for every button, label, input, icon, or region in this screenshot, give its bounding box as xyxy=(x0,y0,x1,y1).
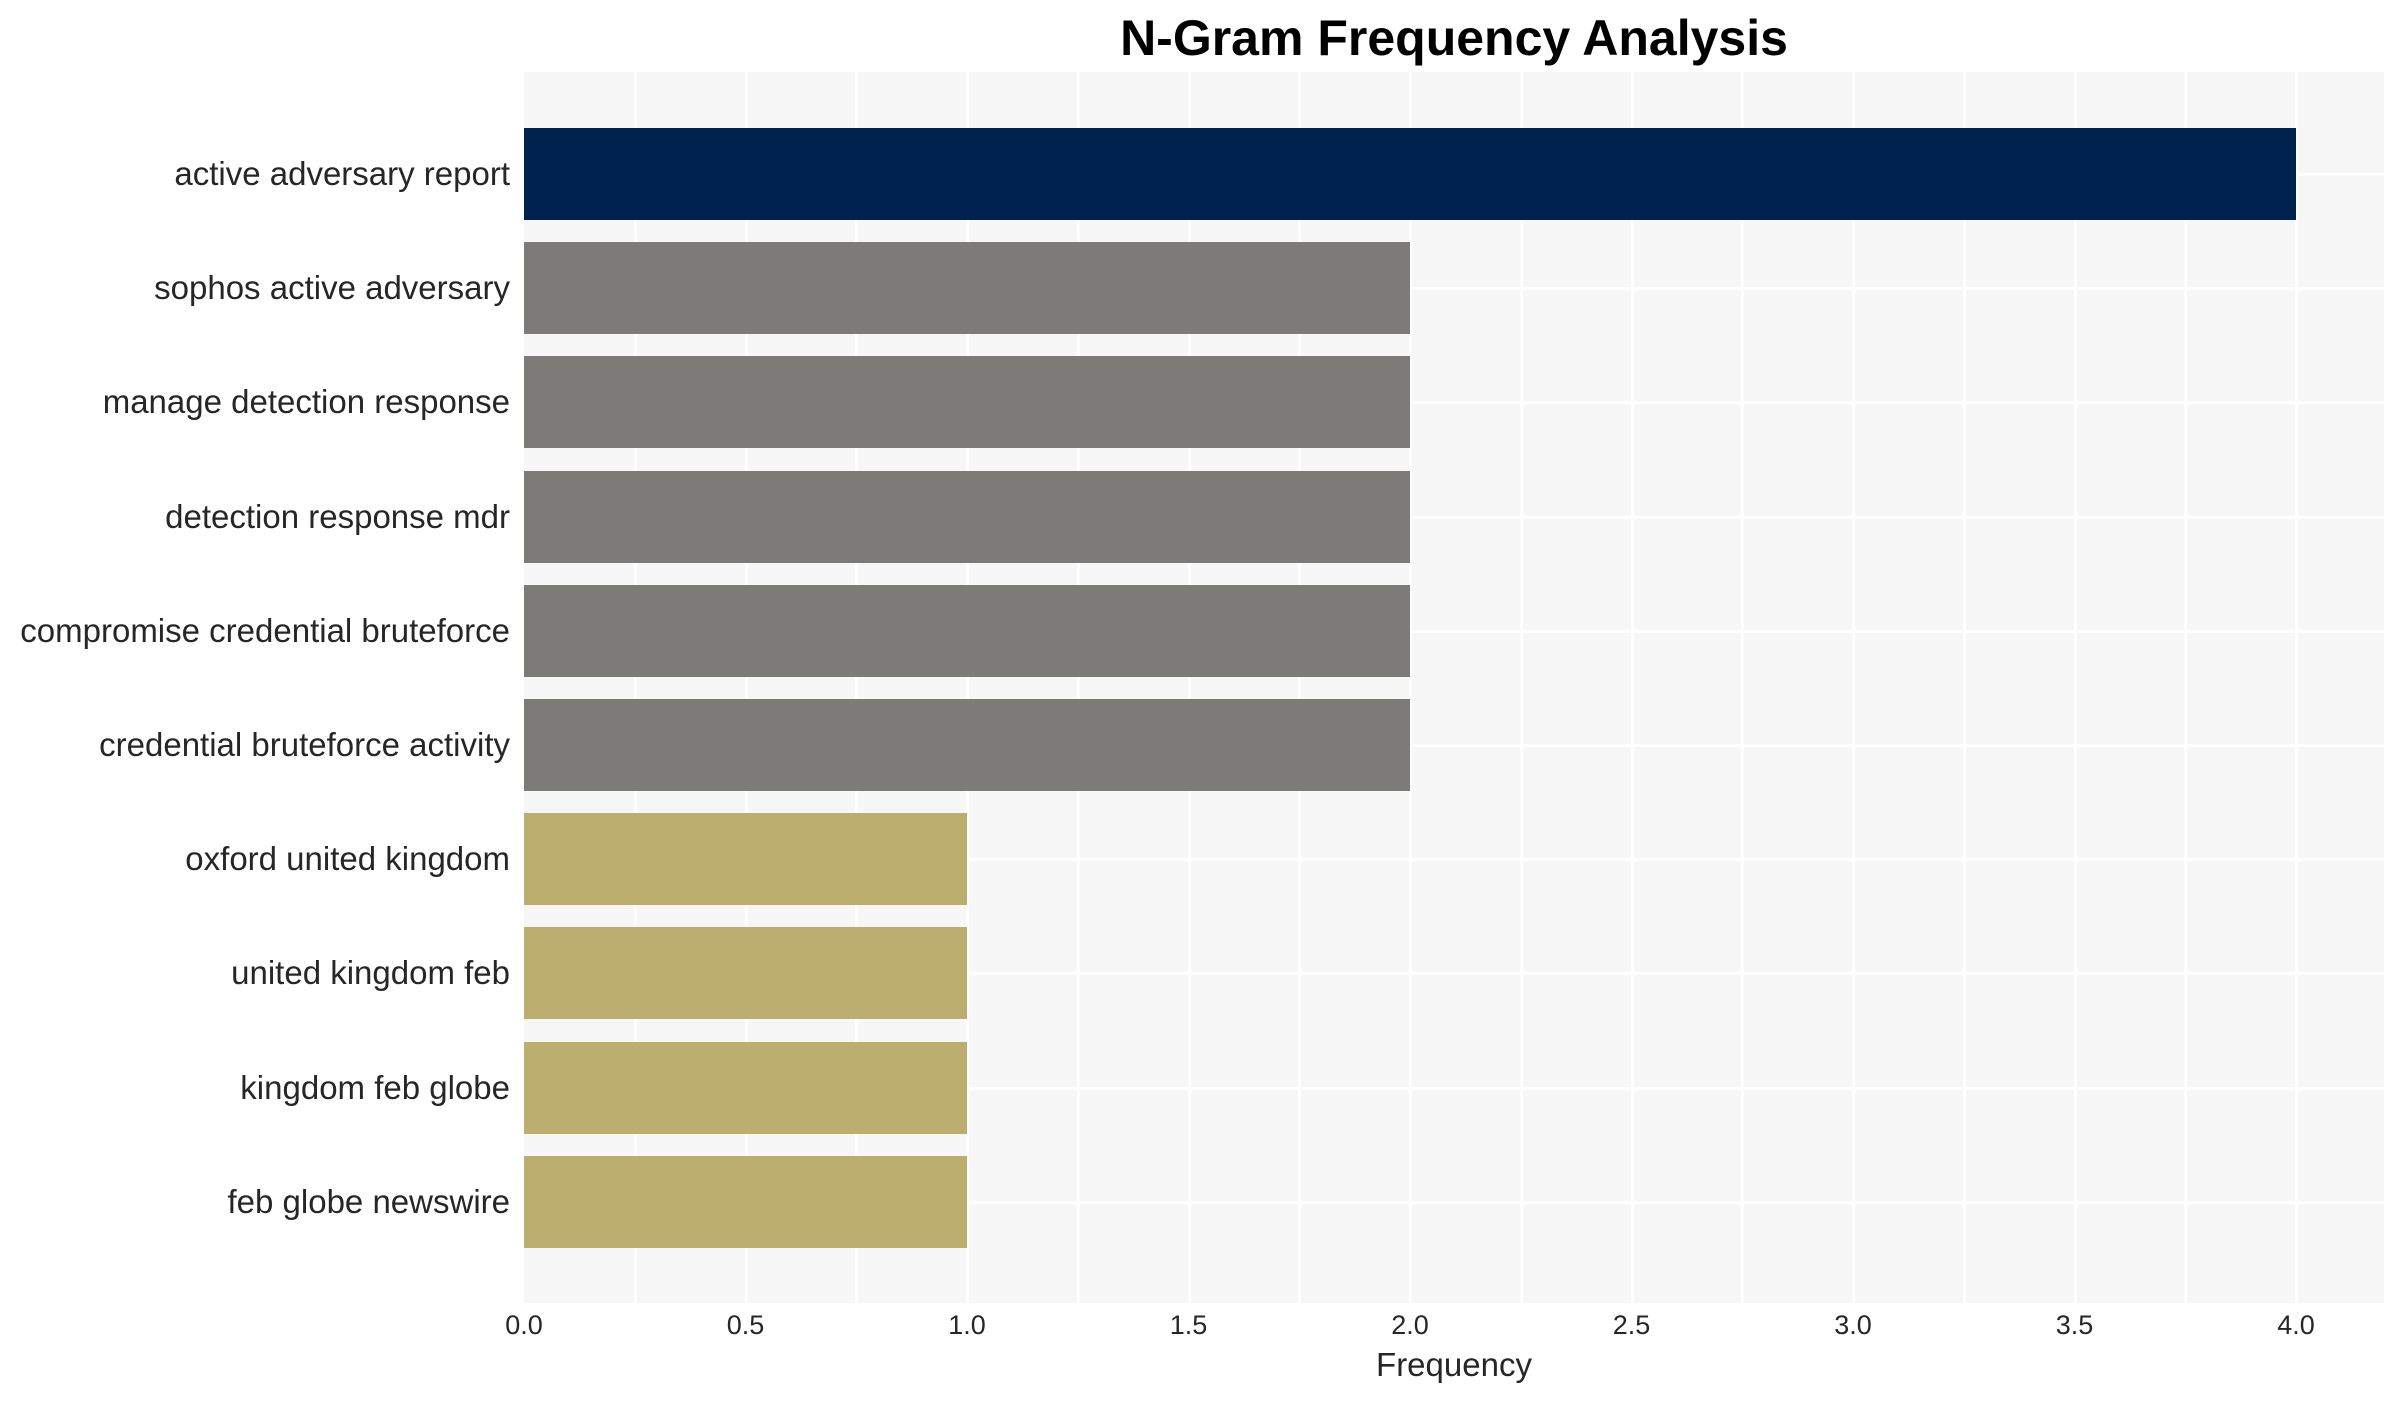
vertical-gridline xyxy=(2184,72,2188,1303)
vertical-gridline xyxy=(1187,72,1191,1303)
bar xyxy=(524,128,2296,220)
vertical-gridline xyxy=(1298,72,1302,1303)
x-tick-label: 4.0 xyxy=(2277,1310,2315,1340)
horizontal-gridline xyxy=(524,629,2384,633)
horizontal-gridline xyxy=(524,401,2384,405)
bar xyxy=(524,242,1410,335)
y-tick-label: detection response mdr xyxy=(165,497,510,535)
chart-title: N-Gram Frequency Analysis xyxy=(1120,10,1788,66)
bar xyxy=(524,1155,967,1248)
y-tick-label: kingdom feb globe xyxy=(240,1068,510,1106)
y-tick-label: active adversary report xyxy=(174,155,510,192)
vertical-gridline xyxy=(2295,72,2298,1303)
vertical-gridline xyxy=(1630,72,1634,1303)
vertical-gridline xyxy=(744,72,748,1303)
y-tick-label: sophos active adversary xyxy=(154,269,510,307)
horizontal-gridline xyxy=(524,287,2384,291)
bar xyxy=(524,699,1410,791)
x-tick-label: 2.5 xyxy=(1612,1310,1651,1340)
y-tick-label: oxford united kingdom xyxy=(185,840,510,878)
vertical-gridline xyxy=(2073,72,2077,1303)
bar xyxy=(524,813,967,906)
horizontal-gridline xyxy=(524,515,2384,519)
vertical-gridline xyxy=(633,72,637,1303)
bar xyxy=(524,470,1410,563)
x-tick-label: 2.0 xyxy=(1391,1310,1429,1340)
x-tick-label: 0.0 xyxy=(505,1310,543,1340)
vertical-gridline xyxy=(1962,72,1966,1303)
horizontal-gridline xyxy=(524,972,2384,976)
bar xyxy=(524,927,967,1020)
vertical-gridline xyxy=(1852,72,1855,1303)
bar xyxy=(524,1041,967,1134)
y-tick-label: united kingdom feb xyxy=(231,954,510,992)
vertical-gridline xyxy=(1519,72,1523,1303)
horizontal-gridline xyxy=(524,1086,2384,1090)
x-tick-label: 1.5 xyxy=(1169,1310,1208,1340)
bar xyxy=(524,356,1410,449)
horizontal-gridline xyxy=(524,1200,2384,1204)
horizontal-gridline xyxy=(524,744,2384,747)
x-axis-title: Frequency xyxy=(1376,1346,1532,1383)
vertical-gridline xyxy=(1076,72,1080,1303)
plot-area xyxy=(524,72,2384,1303)
vertical-gridline xyxy=(966,72,969,1303)
y-tick-label: manage detection response xyxy=(102,383,510,421)
y-tick-label: compromise credential bruteforce xyxy=(20,611,510,649)
vertical-gridline xyxy=(855,72,859,1303)
y-tick-label: feb globe newswire xyxy=(227,1182,511,1220)
bar xyxy=(524,584,1410,677)
y-tick-label: credential bruteforce activity xyxy=(99,726,510,763)
x-tick-label: 3.0 xyxy=(1834,1310,1872,1340)
x-tick-label: 0.5 xyxy=(726,1310,765,1340)
x-tick-label: 3.5 xyxy=(2055,1310,2094,1340)
vertical-gridline xyxy=(1409,72,1412,1303)
horizontal-gridline xyxy=(524,858,2384,862)
vertical-gridline xyxy=(1741,72,1745,1303)
x-tick-label: 1.0 xyxy=(948,1310,986,1340)
